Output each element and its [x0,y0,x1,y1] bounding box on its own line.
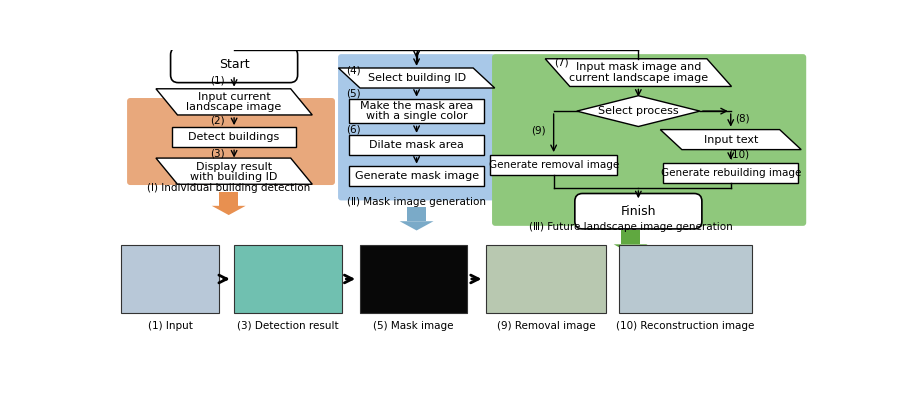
Text: (3): (3) [210,148,224,158]
Text: Make the mask area: Make the mask area [360,101,473,111]
Text: Generate rebuilding image: Generate rebuilding image [661,168,801,178]
Bar [234,245,342,313]
Polygon shape [545,59,732,86]
Polygon shape [661,129,801,150]
Bar [619,245,752,313]
Text: Finish: Finish [621,205,656,218]
Text: Detect buildings: Detect buildings [188,132,280,142]
Polygon shape [614,244,648,253]
Bar [349,135,484,155]
Bar [360,245,467,313]
Text: with building ID: with building ID [191,171,278,181]
Text: (10): (10) [728,149,749,159]
FancyBboxPatch shape [171,47,298,83]
Text: Generate mask image: Generate mask image [355,171,479,181]
Text: (9) Removal image: (9) Removal image [497,321,595,331]
Text: (3) Detection result: (3) Detection result [238,321,338,331]
FancyBboxPatch shape [338,54,495,200]
Polygon shape [577,96,700,127]
Polygon shape [338,68,495,88]
FancyBboxPatch shape [492,54,806,226]
Text: (6): (6) [346,124,361,134]
Text: (2): (2) [210,115,224,125]
Text: (9): (9) [531,125,545,135]
Bar [486,245,606,313]
Polygon shape [156,158,312,184]
Bar [349,99,484,124]
Text: (Ⅲ) Future landscape image generation: (Ⅲ) Future landscape image generation [529,222,733,232]
Text: Display result: Display result [196,162,272,171]
Text: (5): (5) [346,88,361,98]
Text: (4): (4) [346,65,361,75]
Polygon shape [400,221,434,230]
Text: (1) Input: (1) Input [148,321,193,331]
Text: (7): (7) [554,57,569,67]
Polygon shape [212,206,246,215]
Text: (Ⅰ) Individual building detection: (Ⅰ) Individual building detection [147,183,310,193]
Text: Select building ID: Select building ID [367,73,465,83]
Bar [173,127,296,147]
Bar [663,163,798,183]
Text: Input text: Input text [704,134,758,145]
Text: (Ⅱ) Mask image generation: (Ⅱ) Mask image generation [347,197,486,207]
FancyBboxPatch shape [575,194,702,229]
Polygon shape [220,192,238,206]
Text: Input mask image and: Input mask image and [576,62,701,72]
Text: (8): (8) [735,114,750,124]
Bar [491,155,617,175]
Text: (10) Reconstruction image: (10) Reconstruction image [616,321,754,331]
Text: Dilate mask area: Dilate mask area [369,140,464,150]
Bar [349,166,484,186]
Text: with a single color: with a single color [365,111,467,121]
Bar [121,245,220,313]
Text: (5) Mask image: (5) Mask image [374,321,454,331]
Polygon shape [621,230,640,244]
Text: Input current: Input current [198,92,271,102]
Text: Generate removal image: Generate removal image [489,160,619,170]
Polygon shape [156,89,312,115]
FancyBboxPatch shape [127,98,335,185]
Text: landscape image: landscape image [186,102,282,112]
Text: (1): (1) [210,75,224,85]
Polygon shape [408,207,426,221]
Text: current landscape image: current landscape image [569,73,708,83]
Text: Start: Start [219,58,249,71]
Text: Select process: Select process [598,106,679,116]
